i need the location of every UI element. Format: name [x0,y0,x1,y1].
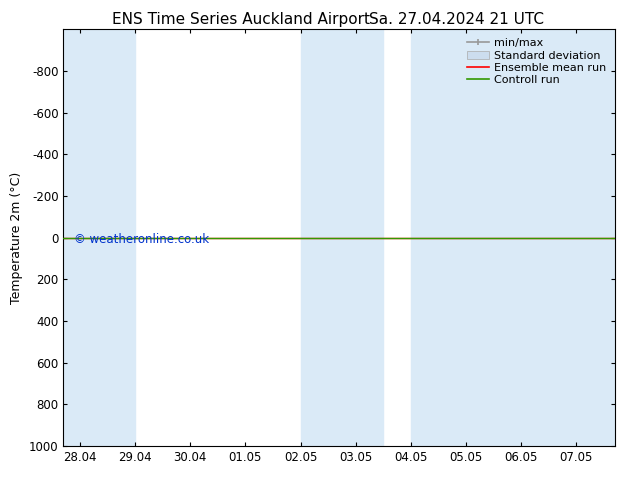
Bar [411,29,615,446]
Text: Sa. 27.04.2024 21 UTC: Sa. 27.04.2024 21 UTC [369,12,544,27]
Legend: min/max, Standard deviation, Ensemble mean run, Controll run: min/max, Standard deviation, Ensemble me… [464,35,609,88]
Y-axis label: Temperature 2m (°C): Temperature 2m (°C) [10,172,23,304]
Bar [301,29,384,446]
Text: ENS Time Series Auckland Airport: ENS Time Series Auckland Airport [112,12,370,27]
Text: © weatheronline.co.uk: © weatheronline.co.uk [74,233,210,246]
Bar [63,29,135,446]
